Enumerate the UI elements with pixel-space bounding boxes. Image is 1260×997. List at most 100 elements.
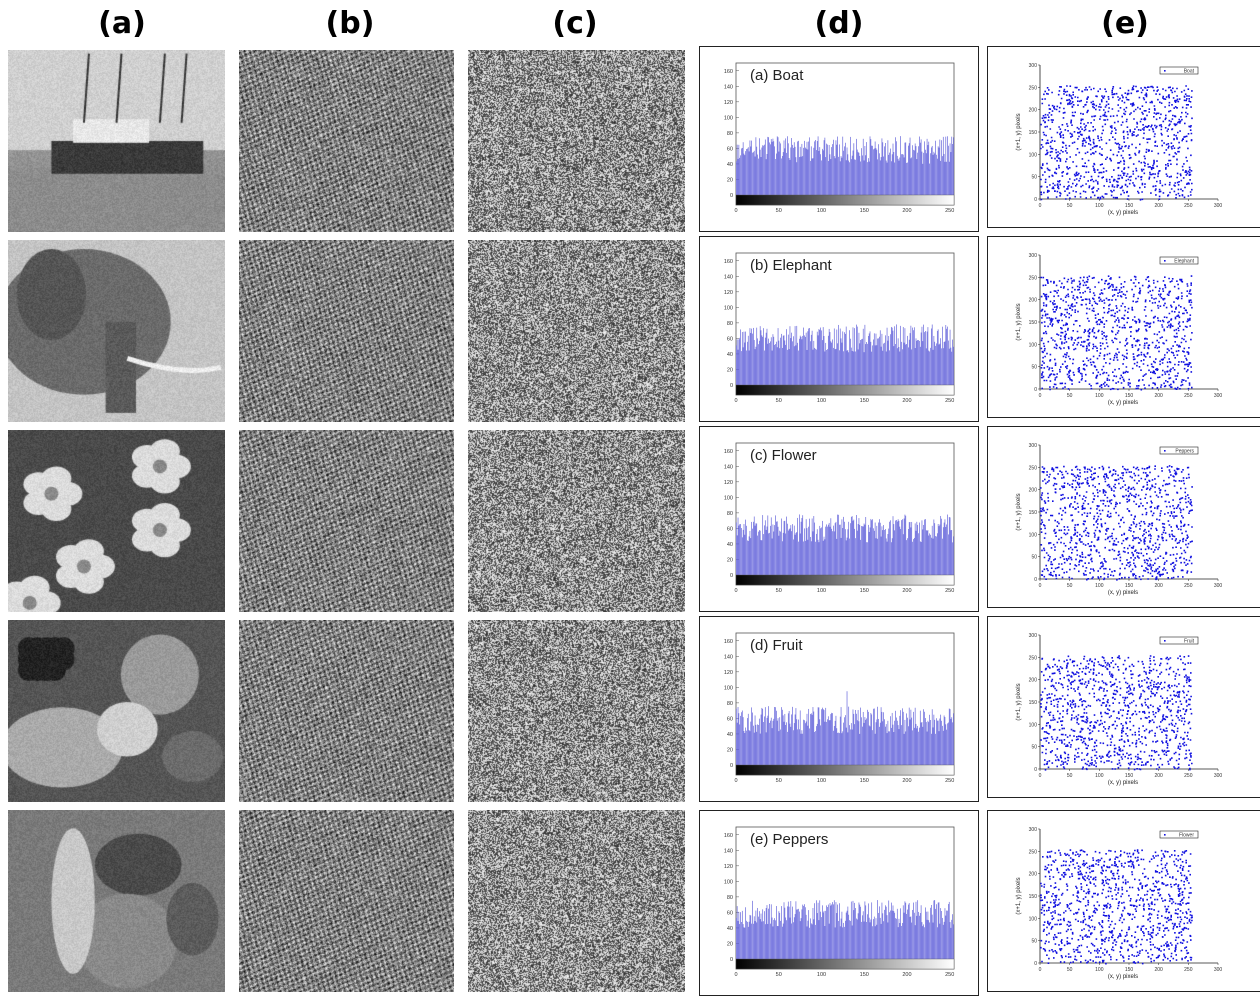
histogram-bar xyxy=(813,147,815,195)
histogram-bar xyxy=(764,525,765,575)
histogram-bar xyxy=(899,526,901,575)
histogram-bar xyxy=(829,332,831,385)
histogram-bar xyxy=(933,900,935,959)
histogram-bar xyxy=(939,524,941,575)
histogram-bar xyxy=(816,726,817,765)
histogram-bar xyxy=(761,921,763,959)
histogram-bar xyxy=(873,333,875,385)
histogram-bar xyxy=(807,149,809,195)
histogram-bar xyxy=(909,137,911,195)
histogram-bar xyxy=(739,724,741,765)
histogram-bar xyxy=(862,526,864,575)
histogram-bar xyxy=(741,537,743,575)
histogram-bar xyxy=(869,527,871,575)
histogram-y-tick: 20 xyxy=(727,941,733,947)
histogram-bar xyxy=(875,918,877,959)
plain-image-peppers xyxy=(8,810,225,992)
histogram-bar xyxy=(887,140,889,195)
scatter-y-tick: 250 xyxy=(1029,85,1038,91)
histogram-bar xyxy=(777,526,779,575)
histogram-bar xyxy=(873,148,875,195)
histogram-bar xyxy=(859,155,861,195)
scatter-panel: 0 50 100 150 200 250 300 0 50 100 150 200 250 300 (x, … xyxy=(987,810,1260,992)
histogram-bar xyxy=(776,341,777,385)
histogram-bar xyxy=(814,522,815,575)
histogram-bar xyxy=(880,536,882,575)
histogram-bar xyxy=(765,332,767,385)
histogram-bar xyxy=(849,920,850,959)
histogram-bar xyxy=(766,526,768,575)
histogram-bar xyxy=(807,920,809,959)
histogram-bar xyxy=(843,922,844,959)
histogram-bar xyxy=(894,720,896,765)
histogram-bar xyxy=(824,925,826,959)
histogram-bar xyxy=(859,524,861,575)
histogram-bar xyxy=(831,712,833,765)
histogram-bar xyxy=(736,144,738,195)
histogram-bar xyxy=(902,534,904,575)
histogram-bar xyxy=(845,142,846,195)
histogram-bar xyxy=(910,158,912,195)
histogram-bar xyxy=(874,141,876,195)
histogram-bar xyxy=(748,536,750,575)
histogram-bar xyxy=(845,715,846,765)
histogram-bar xyxy=(894,530,896,575)
histogram-bar xyxy=(800,918,802,959)
histogram-bar xyxy=(897,338,899,385)
histogram-bar xyxy=(825,342,827,385)
histogram-bar xyxy=(865,155,867,195)
histogram-bar xyxy=(822,709,824,765)
histogram-bar xyxy=(743,524,745,575)
histogram-bar xyxy=(825,707,827,765)
histogram-bar xyxy=(754,525,756,575)
scatter-x-tick: 200 xyxy=(1154,967,1163,973)
histogram-bar xyxy=(799,146,801,195)
histogram-bar xyxy=(902,327,904,385)
histogram-bar xyxy=(793,142,795,195)
histogram-bar xyxy=(751,140,752,195)
histogram-bar xyxy=(874,345,876,385)
histogram-bar xyxy=(952,339,953,385)
histogram-bar xyxy=(787,349,788,385)
histogram-y-tick: 40 xyxy=(727,352,733,358)
histogram-bar xyxy=(895,344,896,385)
histogram-bar xyxy=(945,526,947,575)
histogram-bar xyxy=(768,706,769,765)
histogram-bar xyxy=(793,723,795,765)
histogram-bar xyxy=(917,725,919,765)
histogram-bar xyxy=(872,926,873,959)
histogram-bar xyxy=(936,904,937,959)
scatter-y-tick: 300 xyxy=(1029,443,1038,449)
histogram-bar xyxy=(833,156,835,195)
histogram-x-tick: 200 xyxy=(902,208,911,214)
histogram-bar xyxy=(743,731,745,765)
histogram-bar xyxy=(798,719,799,765)
histogram-bar xyxy=(759,919,761,959)
histogram-bar xyxy=(853,713,855,765)
histogram-bar xyxy=(932,538,934,575)
histogram-bar xyxy=(848,521,850,575)
histogram-bar xyxy=(765,159,767,195)
histogram-bar xyxy=(808,526,810,575)
encrypted-image-elephant xyxy=(468,240,685,422)
histogram-bar xyxy=(736,522,737,575)
histogram-bar xyxy=(773,141,775,195)
histogram-bar xyxy=(889,912,890,959)
histogram-bar xyxy=(784,907,786,959)
histogram-panel: 0 20 40 60 80 100 120 140 160 0 50 100 150 200 250 (e) … xyxy=(699,810,979,996)
histogram-y-tick: 80 xyxy=(727,701,733,707)
histogram-bar xyxy=(871,714,873,765)
histogram-bar xyxy=(866,542,867,575)
histogram-bar xyxy=(805,148,807,195)
histogram-bar xyxy=(754,349,756,385)
histogram-bar xyxy=(766,154,768,195)
histogram-bar xyxy=(936,718,937,765)
histogram-bar xyxy=(804,907,806,959)
histogram-bar xyxy=(919,340,920,385)
histogram-bar xyxy=(790,338,792,385)
histogram-bar xyxy=(885,142,886,195)
histogram-bar xyxy=(804,336,806,385)
histogram-bar xyxy=(760,157,762,195)
histogram-bar xyxy=(821,527,822,575)
histogram-bar xyxy=(793,147,794,195)
